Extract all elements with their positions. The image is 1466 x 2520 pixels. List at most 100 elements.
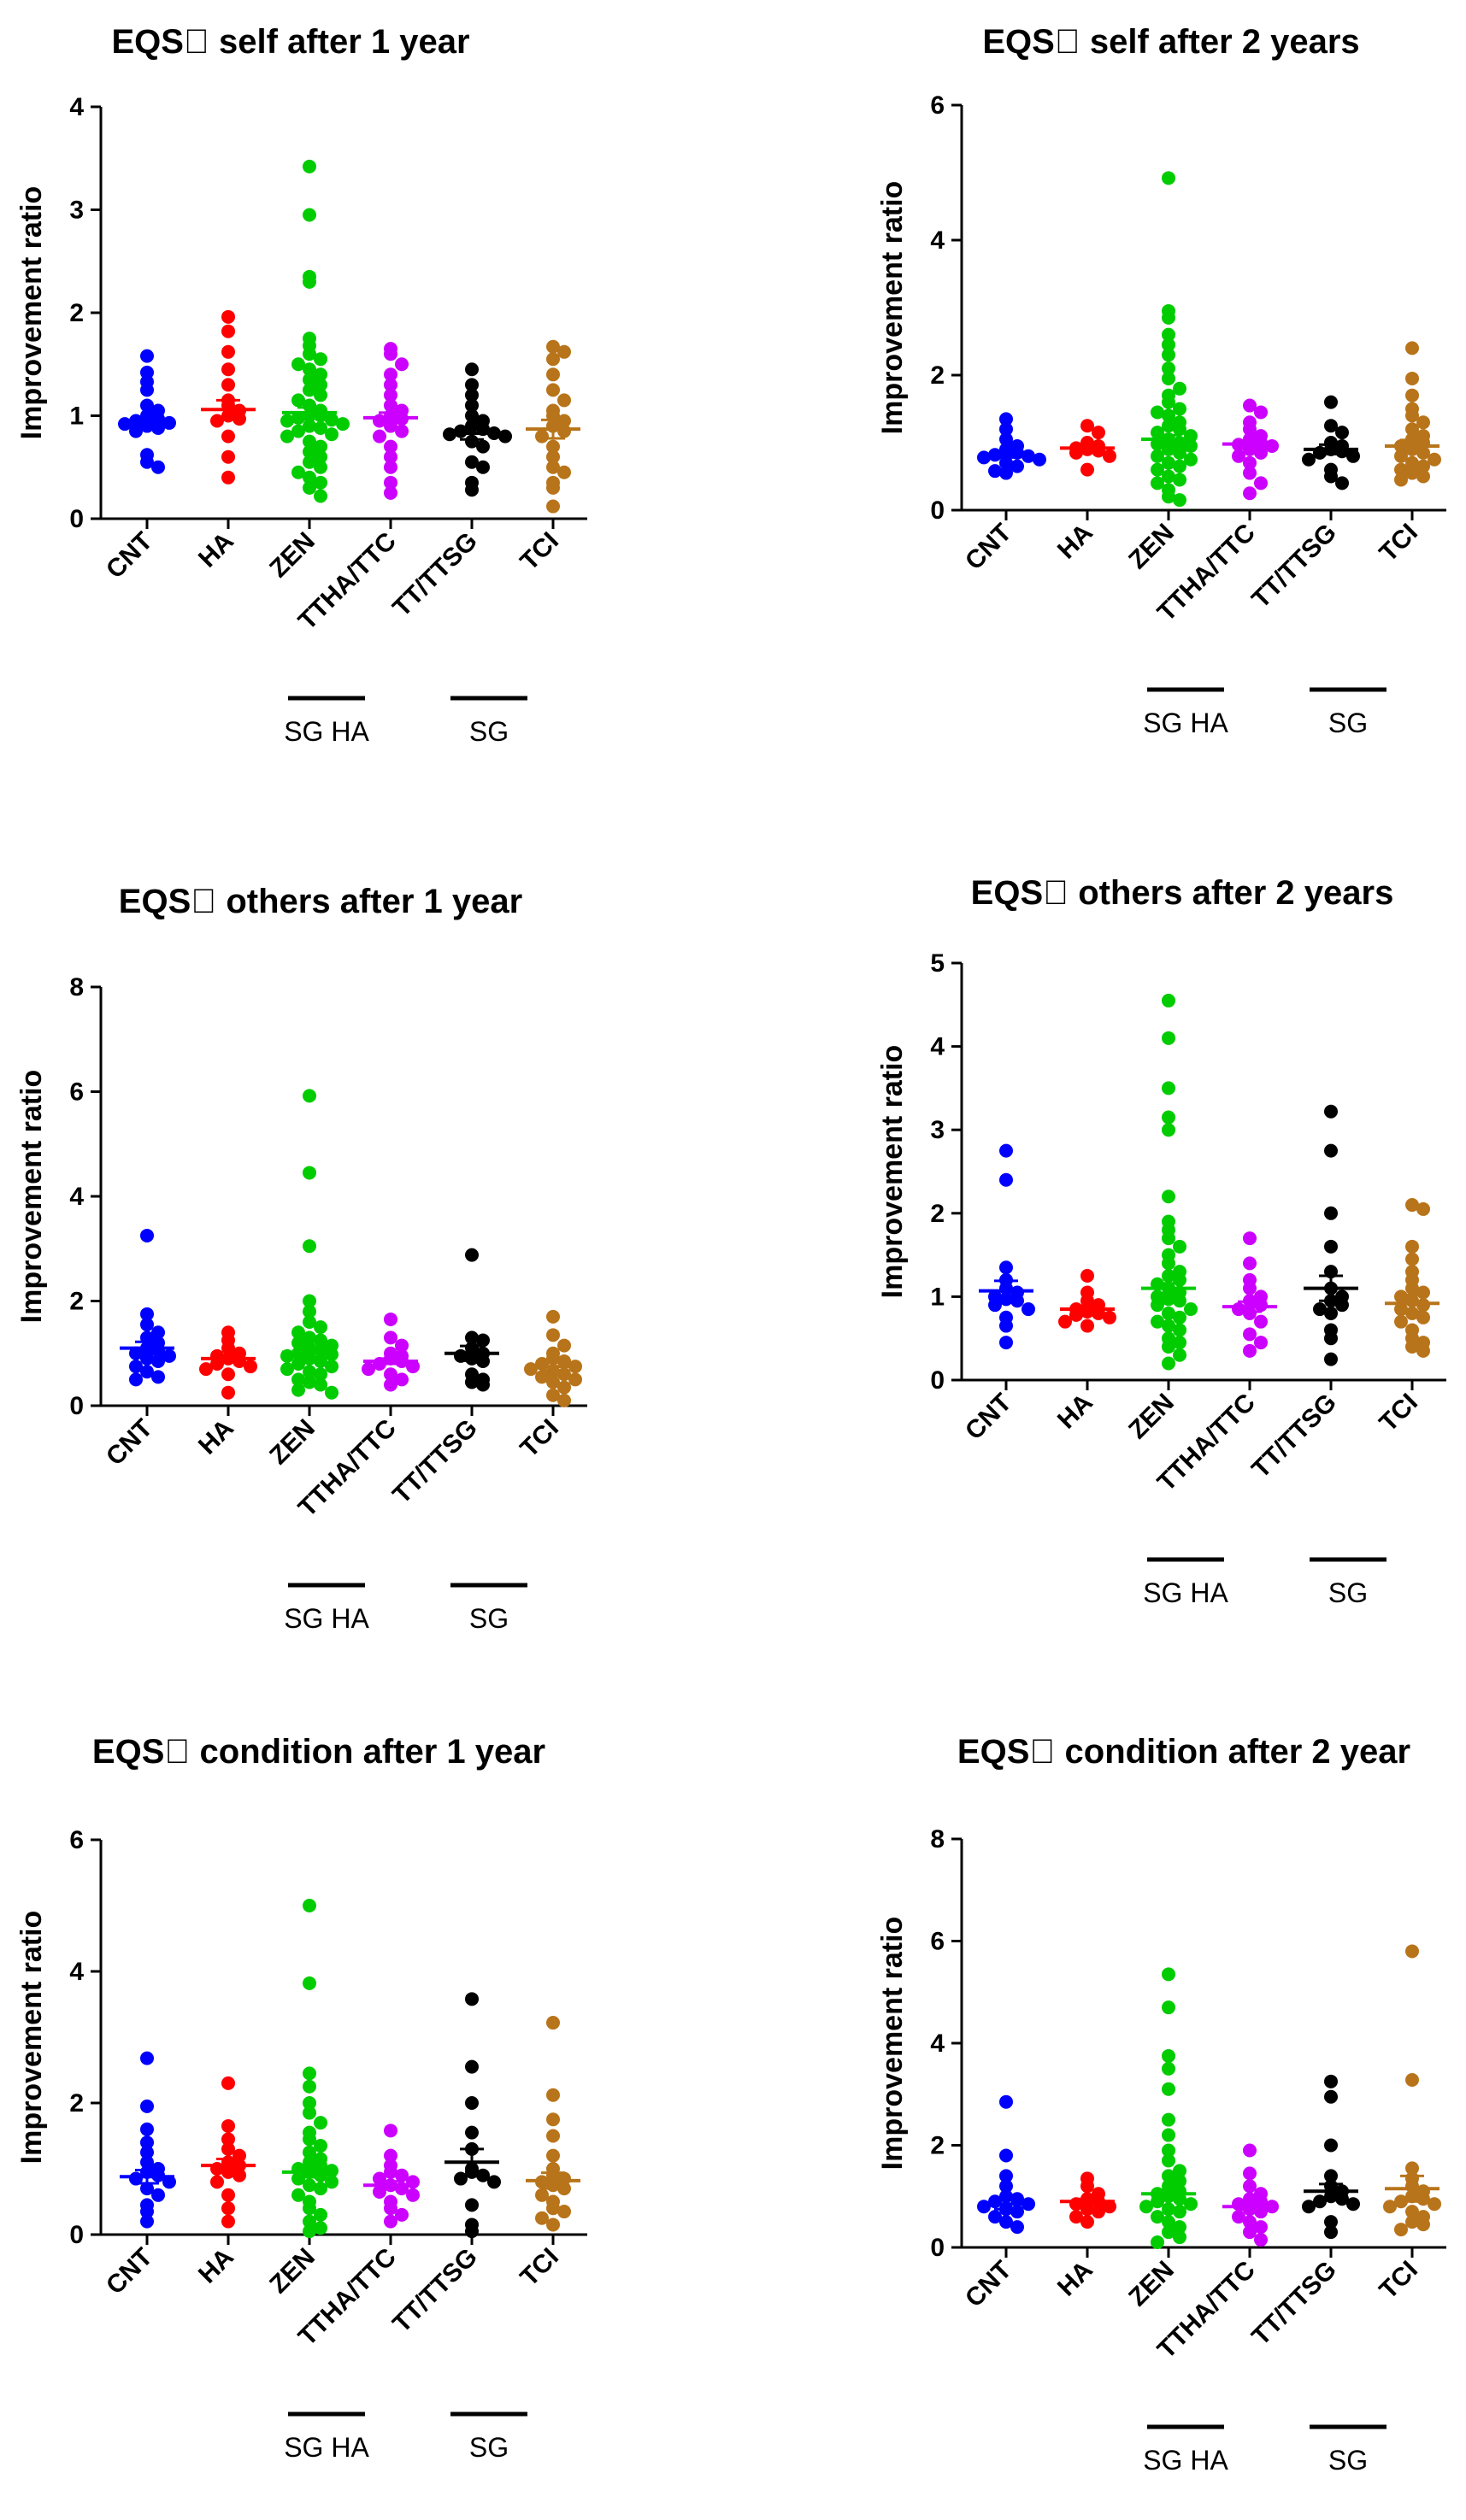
data-point: [314, 475, 327, 490]
data-point: [221, 449, 235, 464]
data-point: [1405, 2161, 1419, 2176]
data-point: [465, 1992, 479, 2006]
data-point: [221, 1367, 235, 1382]
y-tick-label: 6: [69, 1078, 84, 1107]
data-point: [1394, 1314, 1408, 1329]
data-point: [1416, 459, 1430, 473]
data-point: [303, 2145, 316, 2159]
data-point: [1173, 1310, 1186, 1325]
data-point: [1080, 2179, 1094, 2194]
data-point: [129, 1360, 143, 1374]
data-point: [325, 1360, 339, 1374]
y-tick-label: 6: [69, 1826, 84, 1854]
chart-panel-4: EQS  others after 2 years Improvement rat…: [876, 874, 1446, 1608]
x-tick-label: ZEN: [1123, 519, 1180, 575]
data-point: [999, 1172, 1013, 1187]
data-point: [1080, 1319, 1094, 1333]
data-point: [314, 367, 327, 382]
data-point: [999, 1336, 1013, 1350]
data-point: [280, 429, 294, 443]
x-tick-label: CNT: [101, 1414, 158, 1471]
group-bracket-label: SG HA: [1143, 1577, 1228, 1608]
data-point: [140, 2205, 154, 2219]
data-point: [221, 2141, 235, 2156]
data-point: [1010, 459, 1024, 473]
data-point: [291, 1357, 305, 1371]
data-point: [546, 339, 560, 354]
data-point: [1302, 2200, 1316, 2214]
data-point: [384, 2148, 397, 2163]
data-point: [1405, 1306, 1419, 1320]
data-point: [999, 2179, 1013, 2194]
data-point: [303, 2201, 316, 2216]
x-tick-label: CNT: [101, 527, 158, 584]
data-point: [140, 455, 154, 469]
chart-panel-6: EQS  condition after 2 year Improvement r…: [876, 1733, 1446, 2476]
data-point: [1394, 462, 1408, 477]
data-point: [1033, 452, 1046, 467]
data-point: [303, 2096, 316, 2110]
data-point: [1173, 2220, 1186, 2235]
data-point: [303, 1089, 316, 1103]
data-point: [999, 455, 1013, 470]
data-point: [557, 344, 571, 359]
data-point: [1151, 2235, 1164, 2250]
group-bracket-label: SG HA: [284, 2432, 369, 2463]
data-point: [1416, 1201, 1430, 1216]
data-point: [395, 1372, 409, 1387]
data-point: [1416, 415, 1430, 430]
data-point: [384, 2201, 397, 2216]
data-point: [465, 398, 479, 413]
data-point: [1243, 2166, 1257, 2181]
data-point: [999, 432, 1013, 447]
data-point: [1243, 1327, 1257, 1342]
group-bracket-label: SG: [1328, 708, 1368, 738]
data-point: [406, 2188, 420, 2202]
data-point: [1151, 1298, 1164, 1313]
data-point: [314, 1320, 327, 1335]
data-point: [373, 429, 386, 443]
data-point: [1394, 1289, 1408, 1304]
data-point: [1405, 2205, 1419, 2219]
data-point: [546, 460, 560, 474]
data-point: [1324, 419, 1338, 433]
y-tick-label: 5: [930, 949, 945, 978]
data-point: [325, 413, 339, 427]
chart-title: EQS  self after 1 year: [111, 23, 469, 61]
data-point: [303, 362, 316, 377]
data-point: [221, 1385, 235, 1400]
data-point: [546, 1375, 560, 1389]
data-point: [454, 2171, 468, 2186]
data-point: [535, 2211, 549, 2225]
data-point: [1162, 395, 1175, 409]
chart-title: EQS  others after 2 years: [971, 874, 1394, 912]
data-point: [1243, 1281, 1257, 1295]
data-point: [291, 1325, 305, 1340]
data-point: [1173, 2174, 1186, 2188]
data-point: [1058, 1314, 1072, 1329]
x-tick-label: TT/TTSG: [1246, 1389, 1342, 1484]
data-point: [1162, 371, 1175, 385]
data-point: [546, 2088, 560, 2102]
data-point: [303, 1239, 316, 1254]
data-point: [1184, 438, 1198, 453]
y-tick-label: 0: [69, 2221, 84, 2249]
data-point: [303, 1365, 316, 1379]
data-point: [1405, 1252, 1419, 1266]
data-point: [999, 1319, 1013, 1333]
data-point: [210, 414, 224, 428]
data-point: [1416, 2217, 1430, 2232]
x-tick-label: CNT: [960, 2256, 1017, 2313]
data-point: [303, 1375, 316, 1389]
data-point: [314, 2139, 327, 2153]
data-point: [1405, 422, 1419, 437]
data-point: [1162, 1967, 1175, 1982]
data-point: [303, 2178, 316, 2193]
data-point: [314, 2182, 327, 2196]
data-point: [303, 2079, 316, 2094]
data-point: [303, 434, 316, 449]
data-point: [395, 424, 409, 438]
data-point: [1254, 1314, 1268, 1329]
data-point: [151, 1354, 165, 1368]
data-point: [1335, 476, 1349, 490]
